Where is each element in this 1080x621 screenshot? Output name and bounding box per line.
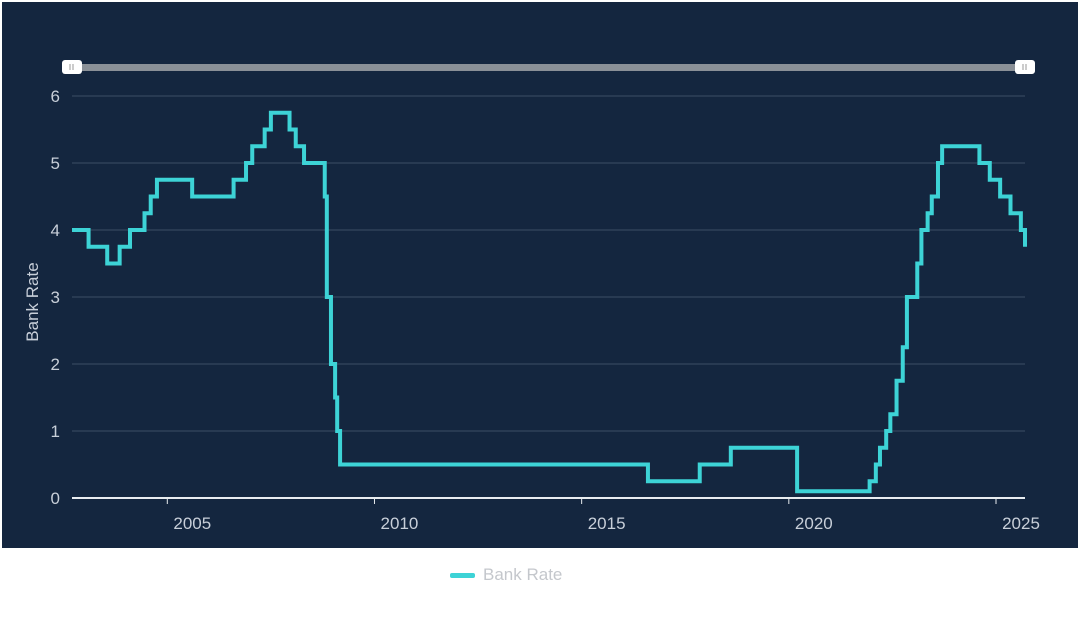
legend-label-bank-rate[interactable]: Bank Rate (483, 565, 563, 584)
x-axis: 2005 2010 2015 2020 2025 (72, 497, 1040, 533)
y-tick-label: 4 (51, 221, 60, 240)
gridlines (72, 95, 1025, 432)
x-tick-label: 2020 (795, 514, 833, 533)
chart-panel: 0 1 2 3 4 5 6 2005 2010 2015 2020 2025 Bank Rate (2, 2, 1078, 548)
y-axis-title: Bank Rate (23, 262, 42, 341)
x-tick-label: 2005 (173, 514, 211, 533)
bank-rate-line[interactable] (72, 110, 1027, 494)
range-slider-right-handle[interactable] (1015, 60, 1035, 74)
range-slider-track[interactable] (72, 64, 1027, 71)
legend-swatch-bank-rate[interactable] (450, 572, 475, 578)
y-tick-label: 2 (51, 355, 60, 374)
x-tick-label: 2010 (381, 514, 419, 533)
legend: Bank Rate (450, 565, 562, 585)
range-slider[interactable] (62, 60, 1035, 74)
y-axis: 0 1 2 3 4 5 6 (51, 87, 60, 508)
y-tick-label: 6 (51, 87, 60, 106)
x-tick-label: 2015 (588, 514, 626, 533)
line-chart: 0 1 2 3 4 5 6 2005 2010 2015 2020 2025 Bank Rate (23, 60, 1040, 533)
x-tick-label: 2025 (1002, 514, 1040, 533)
y-tick-label: 1 (51, 422, 60, 441)
y-tick-label: 5 (51, 154, 60, 173)
y-tick-label: 0 (51, 489, 60, 508)
y-tick-label: 3 (51, 288, 60, 307)
range-slider-left-handle[interactable] (62, 60, 82, 74)
